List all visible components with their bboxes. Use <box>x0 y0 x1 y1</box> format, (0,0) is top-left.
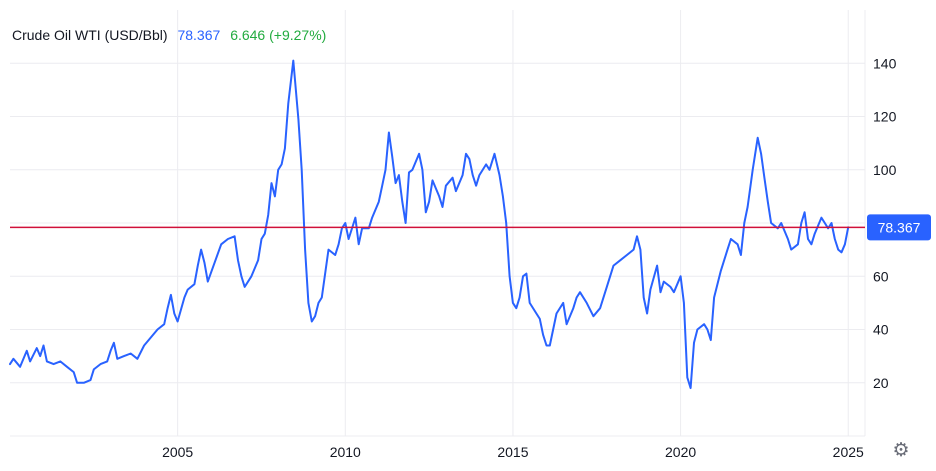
legend: Crude Oil WTI (USD/Bbl) 78.367 6.646 (+9… <box>12 27 332 43</box>
x-tick-label: 2015 <box>497 444 528 460</box>
y-tick-label: 140 <box>873 55 897 71</box>
x-axis-ticks: 2005 2010 2015 2020 2025 <box>162 444 864 460</box>
y-tick-label: 40 <box>873 322 889 338</box>
legend-symbol: Crude Oil WTI (USD/Bbl) <box>12 27 168 43</box>
x-tick-label: 2010 <box>330 444 361 460</box>
x-tick-label: 2020 <box>665 444 696 460</box>
y-tick-label: 120 <box>873 109 897 125</box>
y-tick-label: 100 <box>873 162 897 178</box>
grid-lines <box>10 10 866 437</box>
y-tick-label: 20 <box>873 375 889 391</box>
x-tick-label: 2005 <box>162 444 193 460</box>
legend-price: 78.367 <box>177 27 221 43</box>
series-layer <box>9 59 850 390</box>
y-tick-label: 60 <box>873 268 889 284</box>
y-axis-ticks: 20406080100120140 <box>873 55 897 391</box>
legend-change: 6.646 (+9.27%) <box>230 27 327 43</box>
current-price-label: 78.367 <box>878 219 921 235</box>
price-line-layer: 78.367 <box>10 214 931 241</box>
current-price-badge <box>867 214 931 241</box>
x-tick-label: 2025 <box>833 444 864 460</box>
gear-icon[interactable]: ⚙ <box>892 440 910 461</box>
series-line <box>9 59 850 390</box>
